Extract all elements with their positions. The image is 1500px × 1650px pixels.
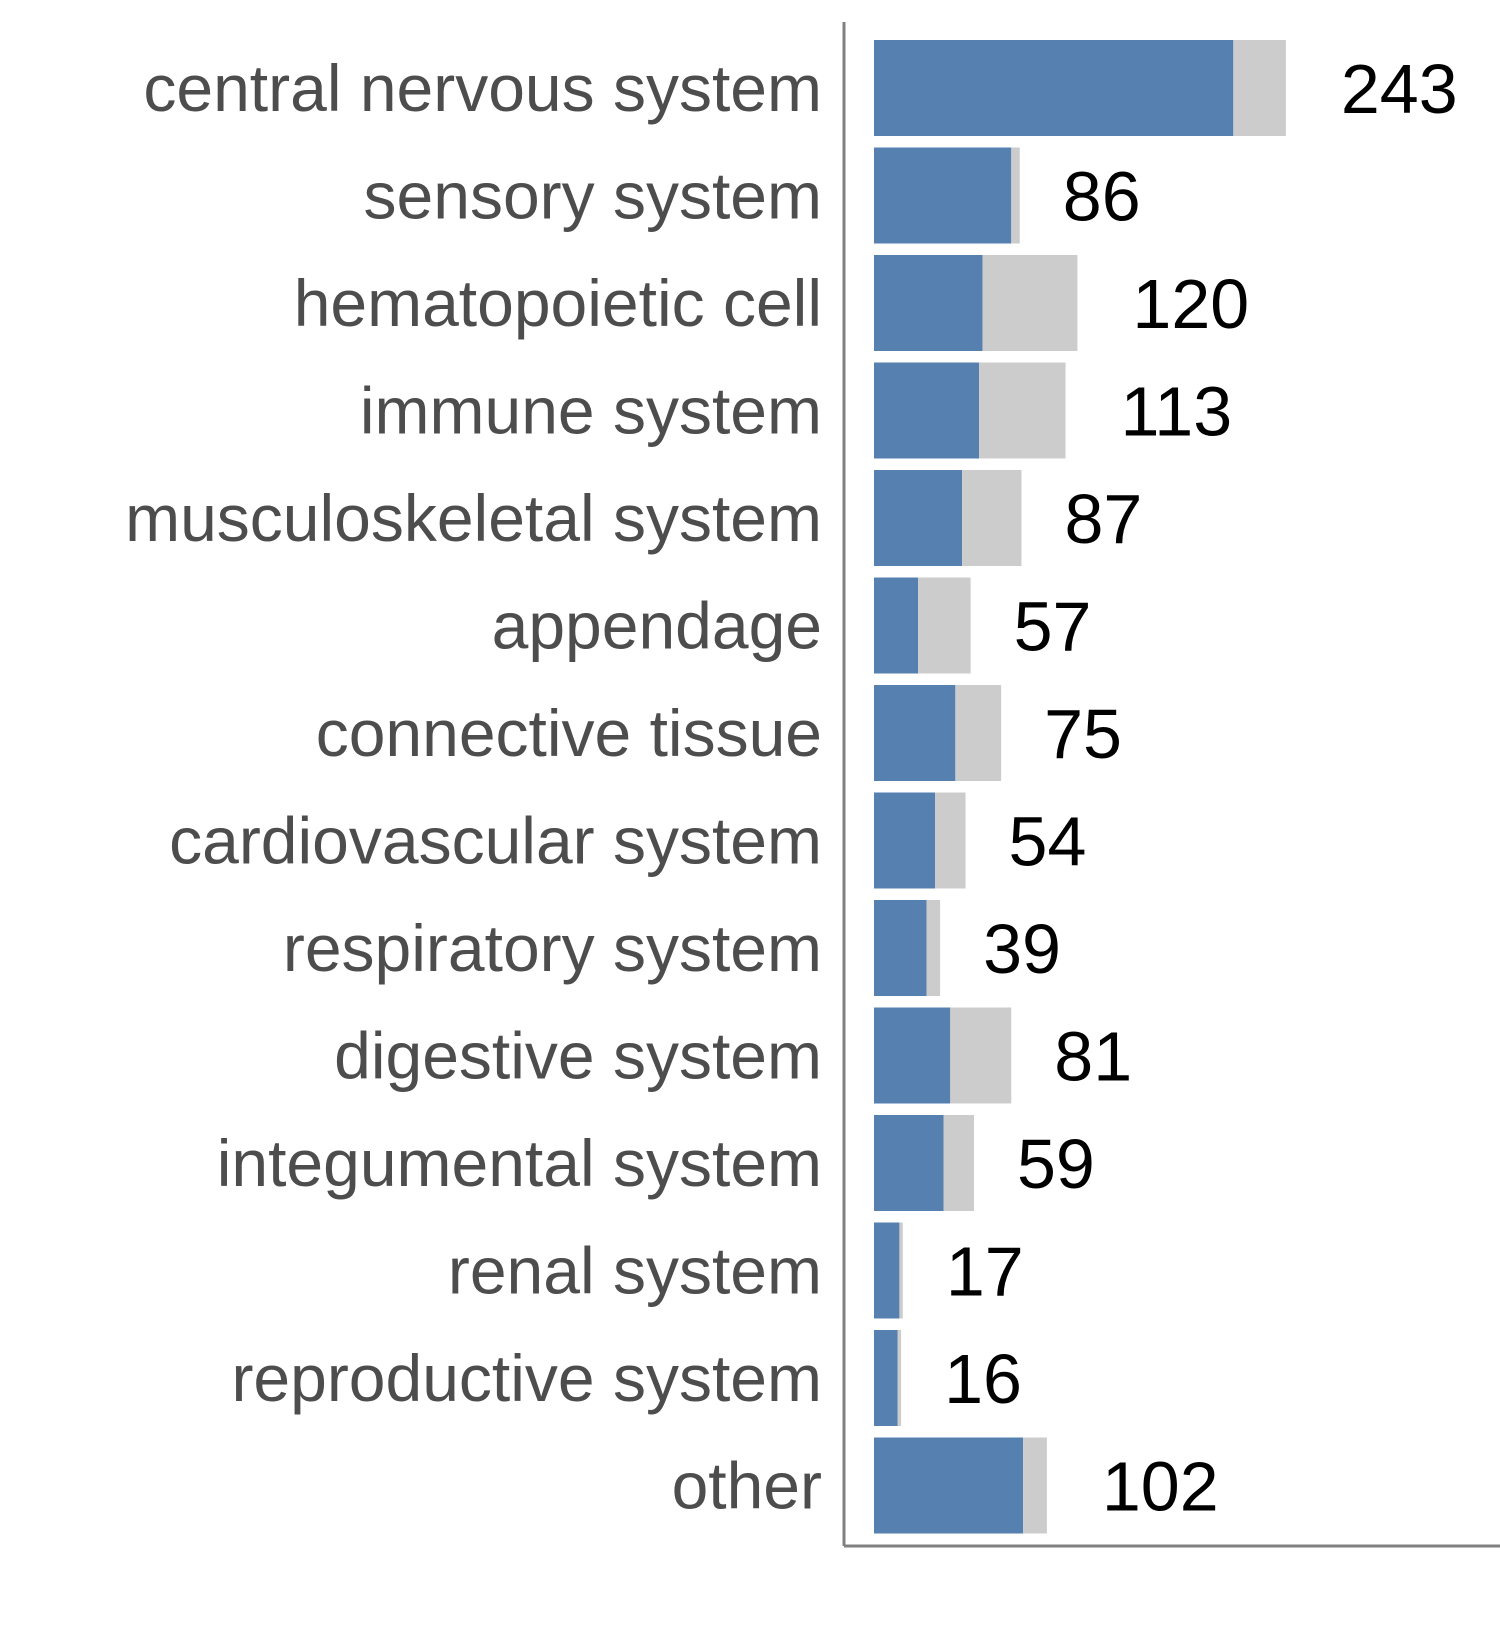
bar-primary-11 xyxy=(874,1222,900,1319)
category-label-6: connective tissue xyxy=(316,696,822,770)
category-label-10: integumental system xyxy=(217,1126,822,1200)
value-label-6: 75 xyxy=(1044,695,1122,773)
value-labels: 243 86 120 113 87 57 75 54 39 81 59 17 16 102 xyxy=(944,50,1458,1526)
value-label-7: 54 xyxy=(1009,803,1087,881)
value-label-9: 81 xyxy=(1054,1018,1132,1096)
bar-primary-0 xyxy=(874,40,1234,136)
category-label-0: central nervous system xyxy=(143,51,822,125)
value-label-2: 120 xyxy=(1132,265,1249,343)
value-label-8: 39 xyxy=(983,910,1061,988)
value-label-1: 86 xyxy=(1063,158,1141,236)
bar-primary-1 xyxy=(874,147,1012,244)
bar-secondary-2 xyxy=(982,255,1078,351)
category-label-3: immune system xyxy=(360,374,822,448)
bar-secondary-12 xyxy=(897,1330,902,1426)
category-label-11: renal system xyxy=(448,1234,822,1308)
bars-group xyxy=(874,40,1286,1534)
value-label-13: 102 xyxy=(1102,1448,1219,1526)
bar-secondary-1 xyxy=(1011,147,1020,244)
category-label-7: cardiovascular system xyxy=(169,804,822,878)
value-label-3: 113 xyxy=(1121,373,1233,451)
bar-secondary-7 xyxy=(935,792,966,889)
value-label-4: 87 xyxy=(1064,480,1142,558)
bar-primary-4 xyxy=(874,470,963,566)
value-label-10: 59 xyxy=(1017,1125,1095,1203)
bar-primary-10 xyxy=(874,1115,944,1211)
bar-primary-6 xyxy=(874,685,956,781)
bar-primary-8 xyxy=(874,900,927,996)
bar-secondary-13 xyxy=(1023,1437,1047,1534)
bar-secondary-0 xyxy=(1233,40,1286,136)
bar-secondary-4 xyxy=(962,470,1022,566)
bar-primary-12 xyxy=(874,1330,898,1426)
category-label-13: other xyxy=(672,1449,822,1523)
bar-secondary-5 xyxy=(918,577,971,674)
bar-primary-13 xyxy=(874,1437,1024,1534)
bar-primary-2 xyxy=(874,255,983,351)
bar-secondary-9 xyxy=(950,1007,1012,1104)
category-label-12: reproductive system xyxy=(231,1341,822,1415)
category-label-5: appendage xyxy=(492,589,822,663)
bar-secondary-11 xyxy=(899,1222,903,1319)
bar-secondary-10 xyxy=(943,1115,975,1211)
bar-primary-7 xyxy=(874,792,936,889)
category-label-4: musculoskeletal system xyxy=(125,481,822,555)
category-label-1: sensory system xyxy=(364,159,822,233)
category-label-8: respiratory system xyxy=(283,911,822,985)
bar-primary-9 xyxy=(874,1007,951,1104)
bar-secondary-8 xyxy=(926,900,941,996)
bar-primary-3 xyxy=(874,362,980,459)
value-label-11: 17 xyxy=(946,1233,1024,1311)
category-label-9: digestive system xyxy=(334,1019,822,1093)
category-labels: central nervous system sensory system hema… xyxy=(125,51,822,1523)
bar-primary-5 xyxy=(874,577,919,674)
value-label-0: 243 xyxy=(1341,50,1458,128)
value-label-5: 57 xyxy=(1014,588,1092,666)
bar-secondary-6 xyxy=(955,685,1002,781)
value-label-12: 16 xyxy=(944,1340,1022,1418)
bar-secondary-3 xyxy=(979,362,1066,459)
category-label-2: hematopoietic cell xyxy=(294,266,822,340)
